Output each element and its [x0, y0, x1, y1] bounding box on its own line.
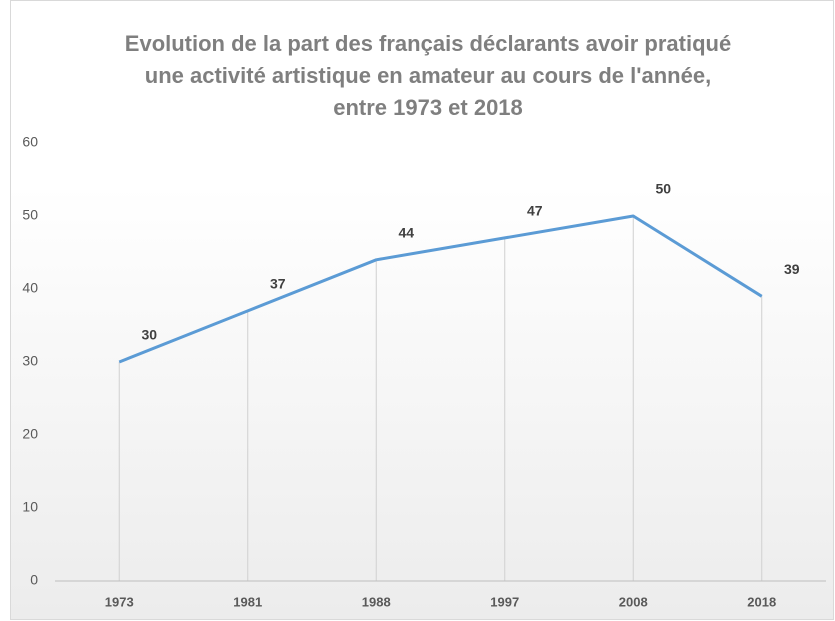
x-tick-label: 1981 — [233, 594, 262, 609]
x-tick-label: 2018 — [747, 594, 776, 609]
x-tick-label: 1988 — [362, 594, 391, 609]
chart-title: entre 1973 et 2018 — [333, 95, 523, 120]
x-tick-label: 1997 — [490, 594, 519, 609]
y-tick-label: 60 — [22, 134, 38, 150]
y-tick-label: 0 — [30, 572, 38, 588]
y-tick-label: 20 — [22, 426, 38, 442]
y-tick-label: 40 — [22, 280, 38, 296]
data-label: 44 — [398, 225, 414, 241]
x-tick-label: 1973 — [105, 594, 134, 609]
data-line — [118, 214, 763, 364]
y-tick-label: 50 — [22, 207, 38, 223]
y-tick-label: 10 — [22, 499, 38, 515]
chart-title: une activité artistique en amateur au co… — [145, 63, 711, 88]
data-label: 47 — [527, 203, 543, 219]
x-tick-label: 2008 — [619, 594, 648, 609]
chart-frame — [10, 0, 834, 620]
chart-title: Evolution de la part des français déclar… — [125, 31, 731, 56]
data-label: 50 — [655, 181, 671, 197]
y-tick-label: 30 — [22, 353, 38, 369]
data-label: 39 — [784, 261, 800, 277]
data-label: 37 — [270, 276, 286, 292]
data-label: 30 — [141, 327, 157, 343]
